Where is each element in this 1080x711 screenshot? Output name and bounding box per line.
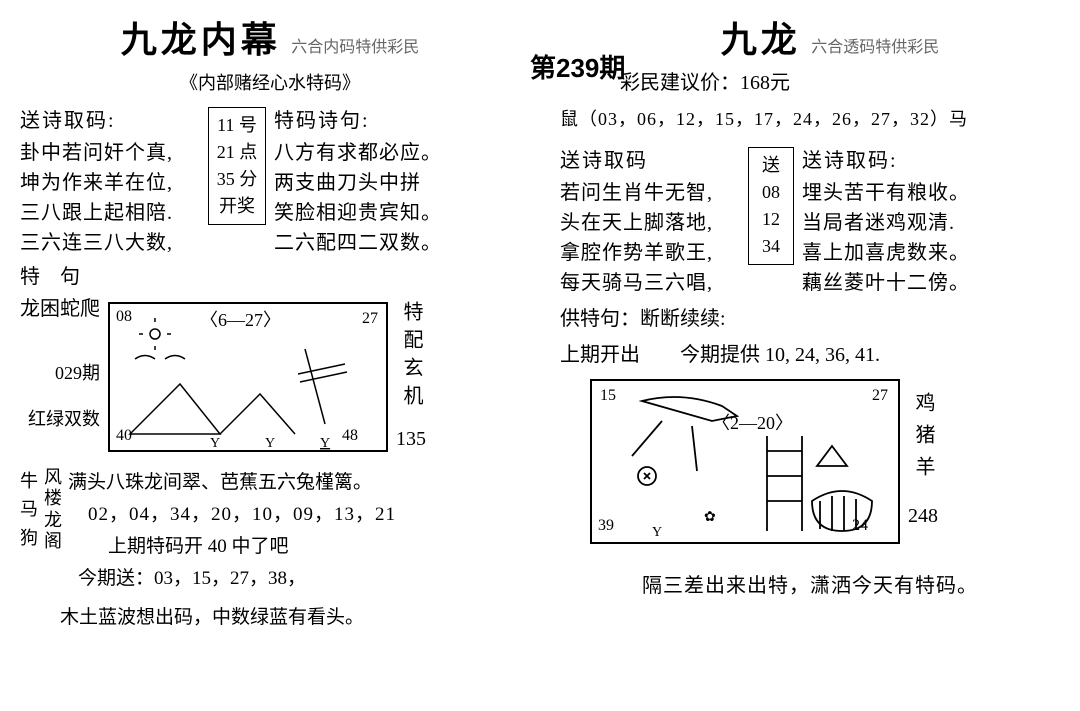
poem-left-line: 卦中若问奸个真, bbox=[20, 139, 200, 167]
box-line: 35 分 bbox=[215, 166, 259, 193]
supply-line: 供特句：断断续续: bbox=[560, 305, 1060, 333]
poem-right-header: 特码诗句: bbox=[274, 107, 454, 135]
bottom-zodiac-vert-a: 牛马狗 bbox=[20, 467, 38, 596]
poem-right-line: 当局者迷鸡观清. bbox=[802, 209, 982, 237]
left-title-sub: 六合内码特供彩民 bbox=[291, 37, 419, 59]
left-drawing-row: 029期 红绿双数 08 〈6—27〉 27 40 48 bbox=[20, 301, 520, 453]
right-right-vert: 鸡猪羊 bbox=[909, 392, 937, 488]
box-line: 送 bbox=[755, 152, 787, 179]
left-drawing: 08 〈6—27〉 27 40 48 bbox=[108, 302, 388, 452]
poem-right-line: 二六配四二双数。 bbox=[274, 229, 454, 257]
left-special-2: 龙困蛇爬 bbox=[20, 295, 100, 323]
bottom-line: 今期送：03，15，27，38， bbox=[78, 563, 520, 595]
poem-right-header: 送诗取码: bbox=[802, 147, 982, 175]
poem-right-line: 笑脸相迎贵宾知。 bbox=[274, 199, 454, 227]
left-poem-block: 送诗取码: 卦中若问奸个真, 坤为作来羊在位, 三八跟上起相陪. 三六连三八大数… bbox=[20, 107, 520, 257]
provide-line: 上期开出 今期提供 10, 24, 36, 41. bbox=[560, 341, 1060, 369]
left-panel: 九龙内幕 六合内码特供彩民 《内部赌经心水特码》 送诗取码: 卦中若问奸个真, … bbox=[0, 0, 540, 711]
right-panel: 第239期 九龙 六合透码特供彩民 彩民建议价：168元 鼠（03，06，12，… bbox=[540, 0, 1080, 711]
right-title-row: 九龙 六合透码特供彩民 bbox=[600, 15, 1060, 65]
right-title: 九龙 bbox=[721, 15, 801, 65]
right-drawing-row: 15 〈2—20〉 27 39 24 bbox=[590, 379, 1060, 544]
svg-text:✿: ✿ bbox=[704, 510, 716, 525]
zodiac-row: 鼠（03，06，12，15，17，24，26，27，32）马 bbox=[560, 107, 1060, 132]
right-drawing: 15 〈2—20〉 27 39 24 bbox=[590, 379, 900, 544]
left-subtitle: 《内部赌经心水特码》 bbox=[20, 71, 520, 96]
issue-label: 第239期 bbox=[530, 50, 625, 86]
left-color-label: 红绿双数 bbox=[28, 407, 100, 432]
svg-text:Y: Y bbox=[265, 436, 275, 451]
poem-left-line: 三八跟上起相陪. bbox=[20, 199, 200, 227]
left-center-box: 11 号 21 点 35 分 开奖 bbox=[208, 107, 266, 225]
box-line: 开奖 bbox=[215, 193, 259, 220]
svg-text:Y: Y bbox=[652, 525, 662, 540]
poem-right-line: 喜上加喜虎数来。 bbox=[802, 239, 982, 267]
svg-text:Y: Y bbox=[320, 436, 330, 451]
left-special-1: 特 句 bbox=[20, 263, 520, 291]
left-title: 九龙内幕 bbox=[121, 15, 281, 65]
bottom-line: 上期特码开 40 中了吧 bbox=[108, 531, 520, 563]
right-title-sub: 六合透码特供彩民 bbox=[811, 37, 939, 59]
box-line: 12 bbox=[755, 206, 787, 233]
poem-left-header: 送诗取码: bbox=[20, 107, 200, 135]
price-row: 彩民建议价：168元 bbox=[620, 69, 1060, 97]
poem-left-header: 送诗取码 bbox=[560, 147, 740, 175]
left-sketch-icon: Y Y Y bbox=[110, 304, 390, 454]
bottom-nums: 02，04，34，20，10，09，13，21 bbox=[88, 499, 520, 531]
left-issue-num: 029期 bbox=[55, 361, 100, 386]
poem-right-line: 两支曲刀头中拼 bbox=[274, 169, 454, 197]
poem-left-line: 若问生肖牛无智, bbox=[560, 179, 740, 207]
left-right-num: 135 bbox=[396, 425, 426, 453]
box-line: 21 点 bbox=[215, 139, 259, 166]
bottom-line: 木土蓝波想出码，中数绿蓝有看头。 bbox=[60, 602, 520, 634]
right-poem-block: 送诗取码 若问生肖牛无智, 头在天上脚落地, 拿腔作势羊歌王, 每天骑马三六唱,… bbox=[560, 147, 1060, 297]
left-right-vert: 特配玄机 bbox=[397, 301, 425, 413]
poem-right-line: 埋头苦干有粮收。 bbox=[802, 179, 982, 207]
bottom-zodiac-vert-b: 风楼龙阁 bbox=[44, 467, 62, 596]
poem-left-line: 每天骑马三六唱, bbox=[560, 269, 740, 297]
poem-left-line: 坤为作来羊在位, bbox=[20, 169, 200, 197]
box-line: 34 bbox=[755, 233, 787, 260]
box-line: 08 bbox=[755, 179, 787, 206]
left-title-row: 九龙内幕 六合内码特供彩民 bbox=[20, 15, 520, 65]
bottom-line: 满头八珠龙间翠、芭蕉五六兔槿篱。 bbox=[68, 467, 520, 499]
poem-right-line: 八方有求都必应。 bbox=[274, 139, 454, 167]
poem-left-line: 头在天上脚落地, bbox=[560, 209, 740, 237]
poem-left-line: 拿腔作势羊歌王, bbox=[560, 239, 740, 267]
right-sketch-icon: Y ✿ bbox=[592, 381, 902, 546]
right-center-box: 送 08 12 34 bbox=[748, 147, 794, 265]
poem-left-line: 三六连三八大数, bbox=[20, 229, 200, 257]
poem-right-line: 藕丝菱叶十二傍。 bbox=[802, 269, 982, 297]
box-line: 11 号 bbox=[215, 112, 259, 139]
right-final-line: 隔三差出来出特，潇洒今天有特码。 bbox=[560, 572, 1060, 600]
right-right-num: 248 bbox=[908, 502, 938, 530]
svg-text:Y: Y bbox=[210, 436, 220, 451]
left-bottom-block: 牛马狗 风楼龙阁 满头八珠龙间翠、芭蕉五六兔槿篱。 02，04，34，20，10… bbox=[20, 467, 520, 634]
